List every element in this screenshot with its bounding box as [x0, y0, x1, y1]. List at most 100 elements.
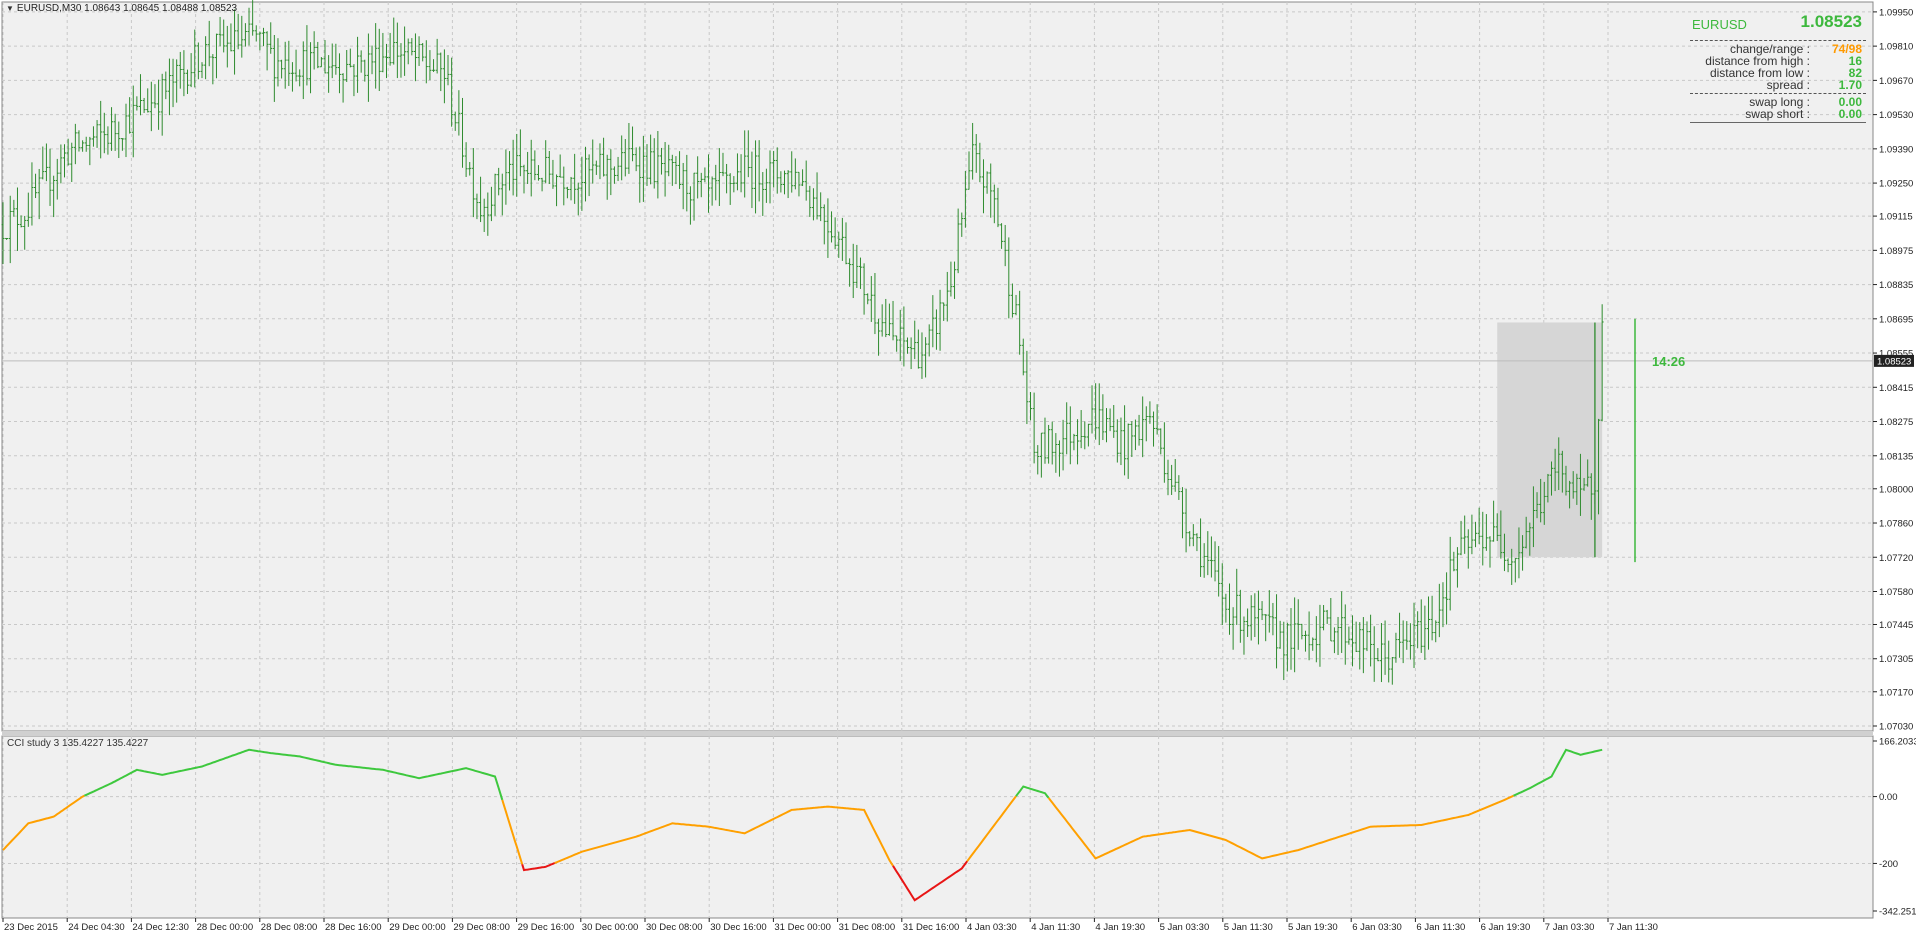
- ohlc-bar: [938, 289, 942, 351]
- ohlc-bar: [960, 212, 964, 237]
- ohlc-bar: [1445, 572, 1449, 625]
- ohlc-bar: [385, 43, 389, 79]
- ohlc-bar: [1510, 548, 1514, 585]
- ohlc-bar: [1271, 602, 1275, 636]
- ohlc-bar: [1202, 543, 1206, 578]
- ohlc-bar: [1369, 614, 1373, 667]
- ohlc-bar: [612, 166, 616, 184]
- x-tick-label: 6 Jan 03:30: [1352, 922, 1402, 933]
- ohlc-bar: [1029, 392, 1033, 421]
- info-separator: [1690, 122, 1866, 123]
- ohlc-bar: [1119, 417, 1123, 466]
- x-axis: 23 Dec 2015 24 Dec 04:30 24 Dec 12:30 28 De…: [2, 2, 1658, 933]
- ohlc-bar: [218, 16, 222, 47]
- ohlc-bar: [681, 162, 685, 210]
- ohlc-bar: [1249, 595, 1253, 641]
- ohlc-bar: [106, 126, 110, 155]
- ohlc-bar: [1155, 404, 1159, 435]
- ohlc-bar: [1441, 582, 1445, 628]
- ohlc-bar: [1293, 597, 1297, 673]
- ohlc-bar: [1010, 283, 1014, 318]
- ohlc-bar: [348, 48, 352, 68]
- ohlc-bar: [659, 147, 663, 175]
- pane-splitter: [2, 731, 1873, 736]
- ohlc-bar: [544, 140, 548, 184]
- cci-y-tick-label: 166.2033: [1879, 737, 1916, 748]
- info-separator: [1690, 93, 1866, 94]
- ohlc-bar: [830, 211, 834, 243]
- ohlc-bar: [500, 173, 504, 216]
- ohlc-bar: [627, 122, 631, 174]
- ohlc-bar: [634, 147, 638, 172]
- ohlc-bar: [1108, 408, 1112, 432]
- ohlc-bar: [1325, 609, 1329, 624]
- ohlc-bar: [316, 41, 320, 69]
- ohlc-bar: [587, 154, 591, 197]
- ohlc-bar: [59, 144, 63, 184]
- cci-indicator-header: CCI study 3 135.4227 135.4227: [7, 738, 149, 749]
- main-grid: 1.09950 1.09810 1.09670 1.09530 1.09390 1.092…: [2, 7, 1913, 733]
- ohlc-bar: [1184, 488, 1188, 553]
- ohlc-bar: [996, 187, 1000, 228]
- ohlc-bar: [153, 84, 157, 109]
- chart-menu-triangle-icon[interactable]: ▼: [6, 4, 14, 13]
- ohlc-bar: [1578, 453, 1582, 516]
- ohlc-bar: [992, 184, 996, 224]
- ohlc-bar: [486, 192, 490, 236]
- ohlc-bar: [41, 146, 45, 180]
- ohlc-bar: [978, 142, 982, 183]
- ohlc-bar: [1173, 459, 1177, 492]
- ohlc-bar: [301, 41, 305, 100]
- ohlc-bar: [323, 40, 327, 74]
- ohlc-bar: [1575, 473, 1579, 505]
- ohlc-bar: [1097, 383, 1101, 446]
- ohlc-bar: [887, 303, 891, 336]
- ohlc-bar: [696, 156, 700, 199]
- ohlc-bar: [565, 186, 569, 199]
- ohlc-bar: [1553, 448, 1557, 492]
- ohlc-bar: [1506, 558, 1510, 573]
- ohlc-bar: [623, 139, 627, 177]
- ohlc-bar: [562, 166, 566, 206]
- y-tick-label: 1.07720: [1879, 553, 1913, 564]
- ohlc-bar: [435, 38, 439, 74]
- ohlc-bar: [1123, 405, 1127, 476]
- ohlc-bar: [1408, 623, 1412, 660]
- current-price-tag-label: 1.08523: [1877, 356, 1911, 367]
- ohlc-bar: [837, 231, 841, 258]
- ohlc-bar: [591, 139, 595, 184]
- ohlc-bar: [193, 29, 197, 88]
- cci-segment: [1015, 785, 1050, 799]
- info-panel: EURUSD 1.08523 change/range : 74/98 dist…: [1690, 13, 1866, 123]
- ohlc-bar: [1213, 541, 1217, 582]
- ohlc-bar: [1076, 419, 1080, 465]
- ohlc-bar: [1260, 601, 1264, 621]
- ohlc-bar: [1398, 612, 1402, 658]
- ohlc-bar: [395, 22, 399, 79]
- ohlc-bar: [229, 23, 233, 52]
- x-tick-label: 31 Dec 00:00: [774, 922, 831, 933]
- ohlc-bar: [819, 192, 823, 222]
- ohlc-bar: [356, 36, 360, 93]
- ohlc-bar: [1220, 563, 1224, 626]
- ohlc-bar: [1159, 428, 1163, 455]
- ohlc-bar: [73, 123, 77, 165]
- y-tick-label: 1.09250: [1879, 179, 1913, 190]
- ohlc-bar: [945, 271, 949, 322]
- ohlc-bar: [1361, 617, 1365, 674]
- info-label: change/range :: [1729, 42, 1810, 56]
- ohlc-bar: [916, 329, 920, 369]
- current-price-tag: [1874, 354, 1914, 367]
- ohlc-bar: [1376, 648, 1380, 662]
- ohlc-bar: [204, 36, 208, 80]
- ohlc-bar: [236, 13, 240, 50]
- ohlc-bar: [8, 195, 12, 264]
- ohlc-bar: [974, 134, 978, 173]
- cci-segment: [966, 795, 1017, 862]
- x-tick-label: 31 Dec 16:00: [903, 922, 960, 933]
- ohlc-bar: [1047, 424, 1051, 464]
- ohlc-bar: [258, 31, 262, 51]
- x-tick-label: 30 Dec 00:00: [582, 922, 639, 933]
- ohlc-bar: [1329, 597, 1333, 642]
